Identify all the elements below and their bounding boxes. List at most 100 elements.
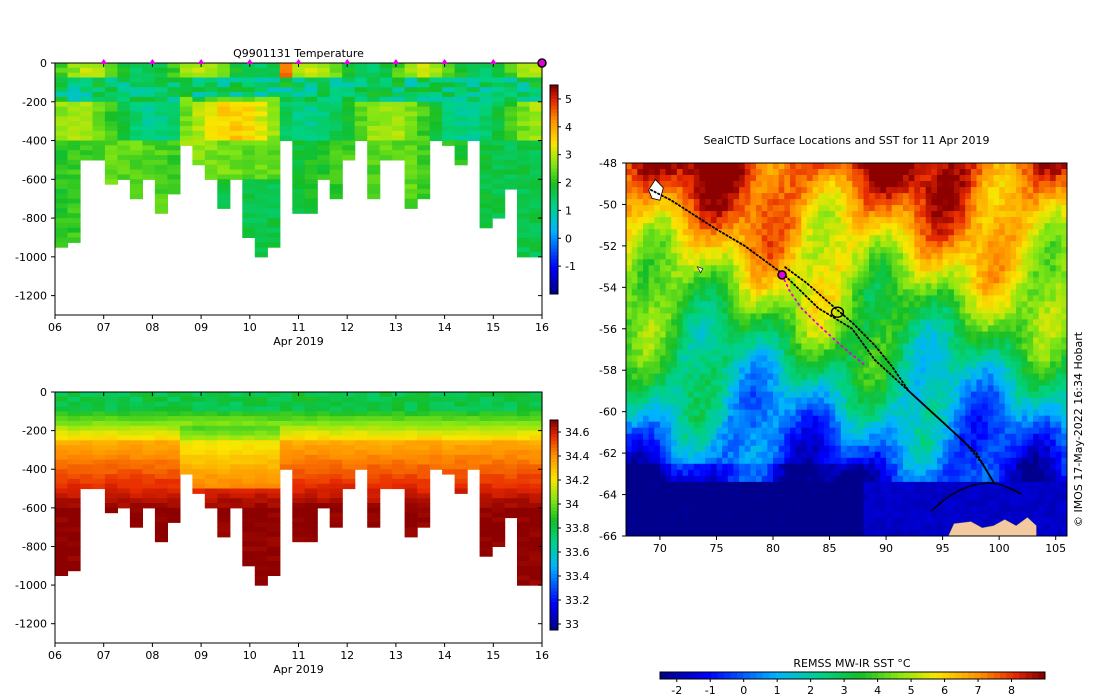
sal-cell (529, 430, 543, 436)
map-sst-cell (959, 247, 966, 254)
map-sst-cell (710, 283, 717, 290)
map-sst-cell (942, 211, 949, 218)
map-sst-cell (722, 355, 729, 362)
sal-cell (67, 421, 81, 427)
map-sst-cell (626, 295, 633, 302)
temp-cell (67, 179, 81, 185)
map-sst-cell (886, 241, 893, 248)
map-sst-cell (948, 337, 955, 344)
map-sst-cell (812, 343, 819, 350)
map-sst-cell (648, 247, 655, 254)
map-sst-cell (722, 175, 729, 182)
sal-cell (217, 493, 231, 499)
sal-colorbar-swatch (550, 441, 558, 445)
map-sst-cell (1016, 271, 1023, 278)
map-sst-cell (705, 205, 712, 212)
map-sst-cell (761, 283, 768, 290)
sal-cell (304, 464, 318, 470)
map-sst-cell (1010, 265, 1017, 272)
map-sst-cell (739, 229, 746, 236)
sal-colorbar-swatch (550, 577, 558, 582)
map-sst-cell (829, 271, 836, 278)
sal-cell (492, 416, 506, 422)
temp-cell (454, 135, 468, 142)
sal-cell (292, 512, 306, 519)
map-sst-cell (863, 169, 870, 176)
map-sst-cell (626, 163, 633, 170)
sal-cell (55, 464, 69, 470)
map-sst-cell (1016, 211, 1023, 218)
sal-cell (229, 416, 243, 422)
sal-cell (67, 536, 81, 543)
sal-cell (204, 396, 218, 403)
map-sst-cell (784, 265, 791, 272)
map-sst-cell (1004, 277, 1011, 284)
map-sst-cell (733, 301, 740, 308)
temp-cell (392, 135, 406, 142)
map-sst-cell (863, 253, 870, 260)
map-sst-cell (908, 331, 915, 338)
map-sst-cell (987, 343, 994, 350)
sal-cell (129, 483, 143, 490)
temp-cell (479, 174, 493, 180)
temp-ytick-label: -1000 (15, 251, 47, 264)
map-sst-cell (925, 163, 932, 170)
map-sst-cell (733, 349, 740, 356)
map-sst-cell (959, 199, 966, 206)
temp-cell (167, 63, 181, 69)
temp-cell (254, 116, 268, 122)
temp-cell (479, 121, 493, 127)
map-sst-cell (818, 175, 825, 182)
map-sst-cell (1055, 253, 1062, 260)
temp-cell (529, 218, 543, 224)
map-sst-cell (1021, 205, 1028, 212)
map-sst-cell (778, 223, 785, 230)
map-sst-cell (756, 217, 763, 224)
map-sst-row (626, 211, 1068, 218)
sal-cell (479, 469, 493, 475)
map-sst-cell (795, 313, 802, 320)
map-sst-cell (699, 337, 706, 344)
map-sst-cell (795, 247, 802, 254)
temp-cell (517, 179, 531, 185)
sal-cell (479, 493, 493, 499)
map-sst-cell (857, 235, 864, 242)
sal-cell (479, 512, 493, 519)
temp-cell (292, 174, 306, 180)
map-sst-cell (993, 235, 1000, 242)
sal-cell (304, 527, 318, 533)
map-sst-cell (1055, 259, 1062, 266)
sal-cell (229, 411, 243, 417)
temp-cell (67, 116, 81, 122)
temp-cell (342, 67, 356, 74)
temp-cell (492, 203, 506, 209)
map-sst-cell (716, 283, 723, 290)
map-sst-cell (993, 223, 1000, 230)
sal-cell (154, 416, 168, 422)
map-sst-cell (959, 337, 966, 344)
map-sst-cell (953, 289, 961, 296)
map-sst-cell (761, 223, 768, 230)
sal-cell (517, 445, 531, 451)
map-sst-cell (705, 319, 712, 326)
temp-cell (142, 130, 156, 137)
temp-cell (442, 96, 456, 103)
map-sst-cell (976, 349, 983, 356)
temp-cell (167, 72, 181, 79)
map-sst-cell (823, 265, 831, 272)
sal-cell (229, 474, 243, 480)
temp-cell (367, 130, 381, 137)
map-sst-cell (863, 247, 870, 254)
map-sst-cell (1010, 319, 1017, 326)
sal-cell (517, 401, 531, 408)
map-sst-cell (659, 271, 667, 278)
temp-cell (154, 145, 168, 151)
sal-cell (117, 425, 131, 432)
map-sst-cell (705, 277, 712, 284)
temp-cell (192, 111, 206, 117)
temp-cell (329, 184, 343, 190)
temp-cell (217, 169, 231, 175)
map-sst-cell (1044, 217, 1051, 224)
map-sst-cell (756, 307, 763, 314)
